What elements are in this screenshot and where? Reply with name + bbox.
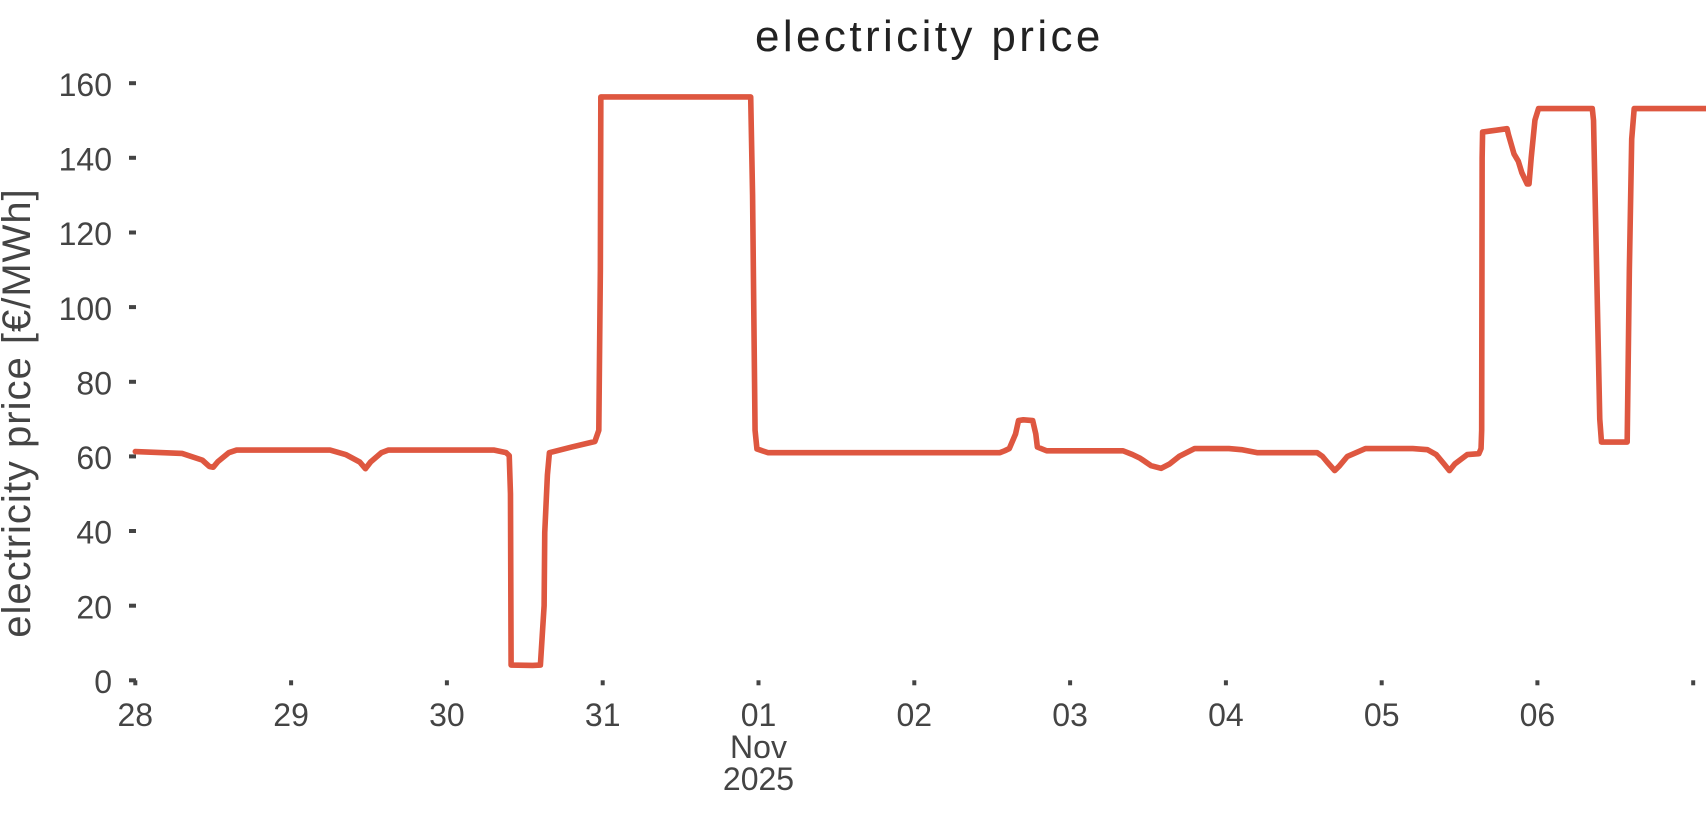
svg-text:04: 04 [1208, 697, 1244, 733]
svg-text:20: 20 [76, 589, 112, 625]
svg-text:03: 03 [1052, 697, 1088, 733]
svg-text:30: 30 [429, 697, 465, 733]
svg-text:40: 40 [76, 515, 112, 551]
svg-text:160: 160 [59, 67, 112, 103]
svg-text:2025: 2025 [723, 761, 794, 797]
svg-text:06: 06 [1520, 697, 1556, 733]
svg-text:01: 01 [741, 697, 777, 733]
svg-text:05: 05 [1364, 697, 1400, 733]
svg-text:02: 02 [897, 697, 933, 733]
svg-text:28: 28 [118, 697, 154, 733]
svg-text:electricity price [€/MWh]: electricity price [€/MWh] [0, 188, 39, 638]
svg-text:100: 100 [59, 291, 112, 327]
svg-text:0: 0 [94, 664, 112, 700]
svg-text:120: 120 [59, 216, 112, 252]
svg-text:29: 29 [273, 697, 309, 733]
svg-text:60: 60 [76, 440, 112, 476]
svg-text:80: 80 [76, 366, 112, 402]
svg-text:31: 31 [585, 697, 621, 733]
svg-text:140: 140 [59, 142, 112, 178]
svg-text:Nov: Nov [730, 729, 787, 765]
